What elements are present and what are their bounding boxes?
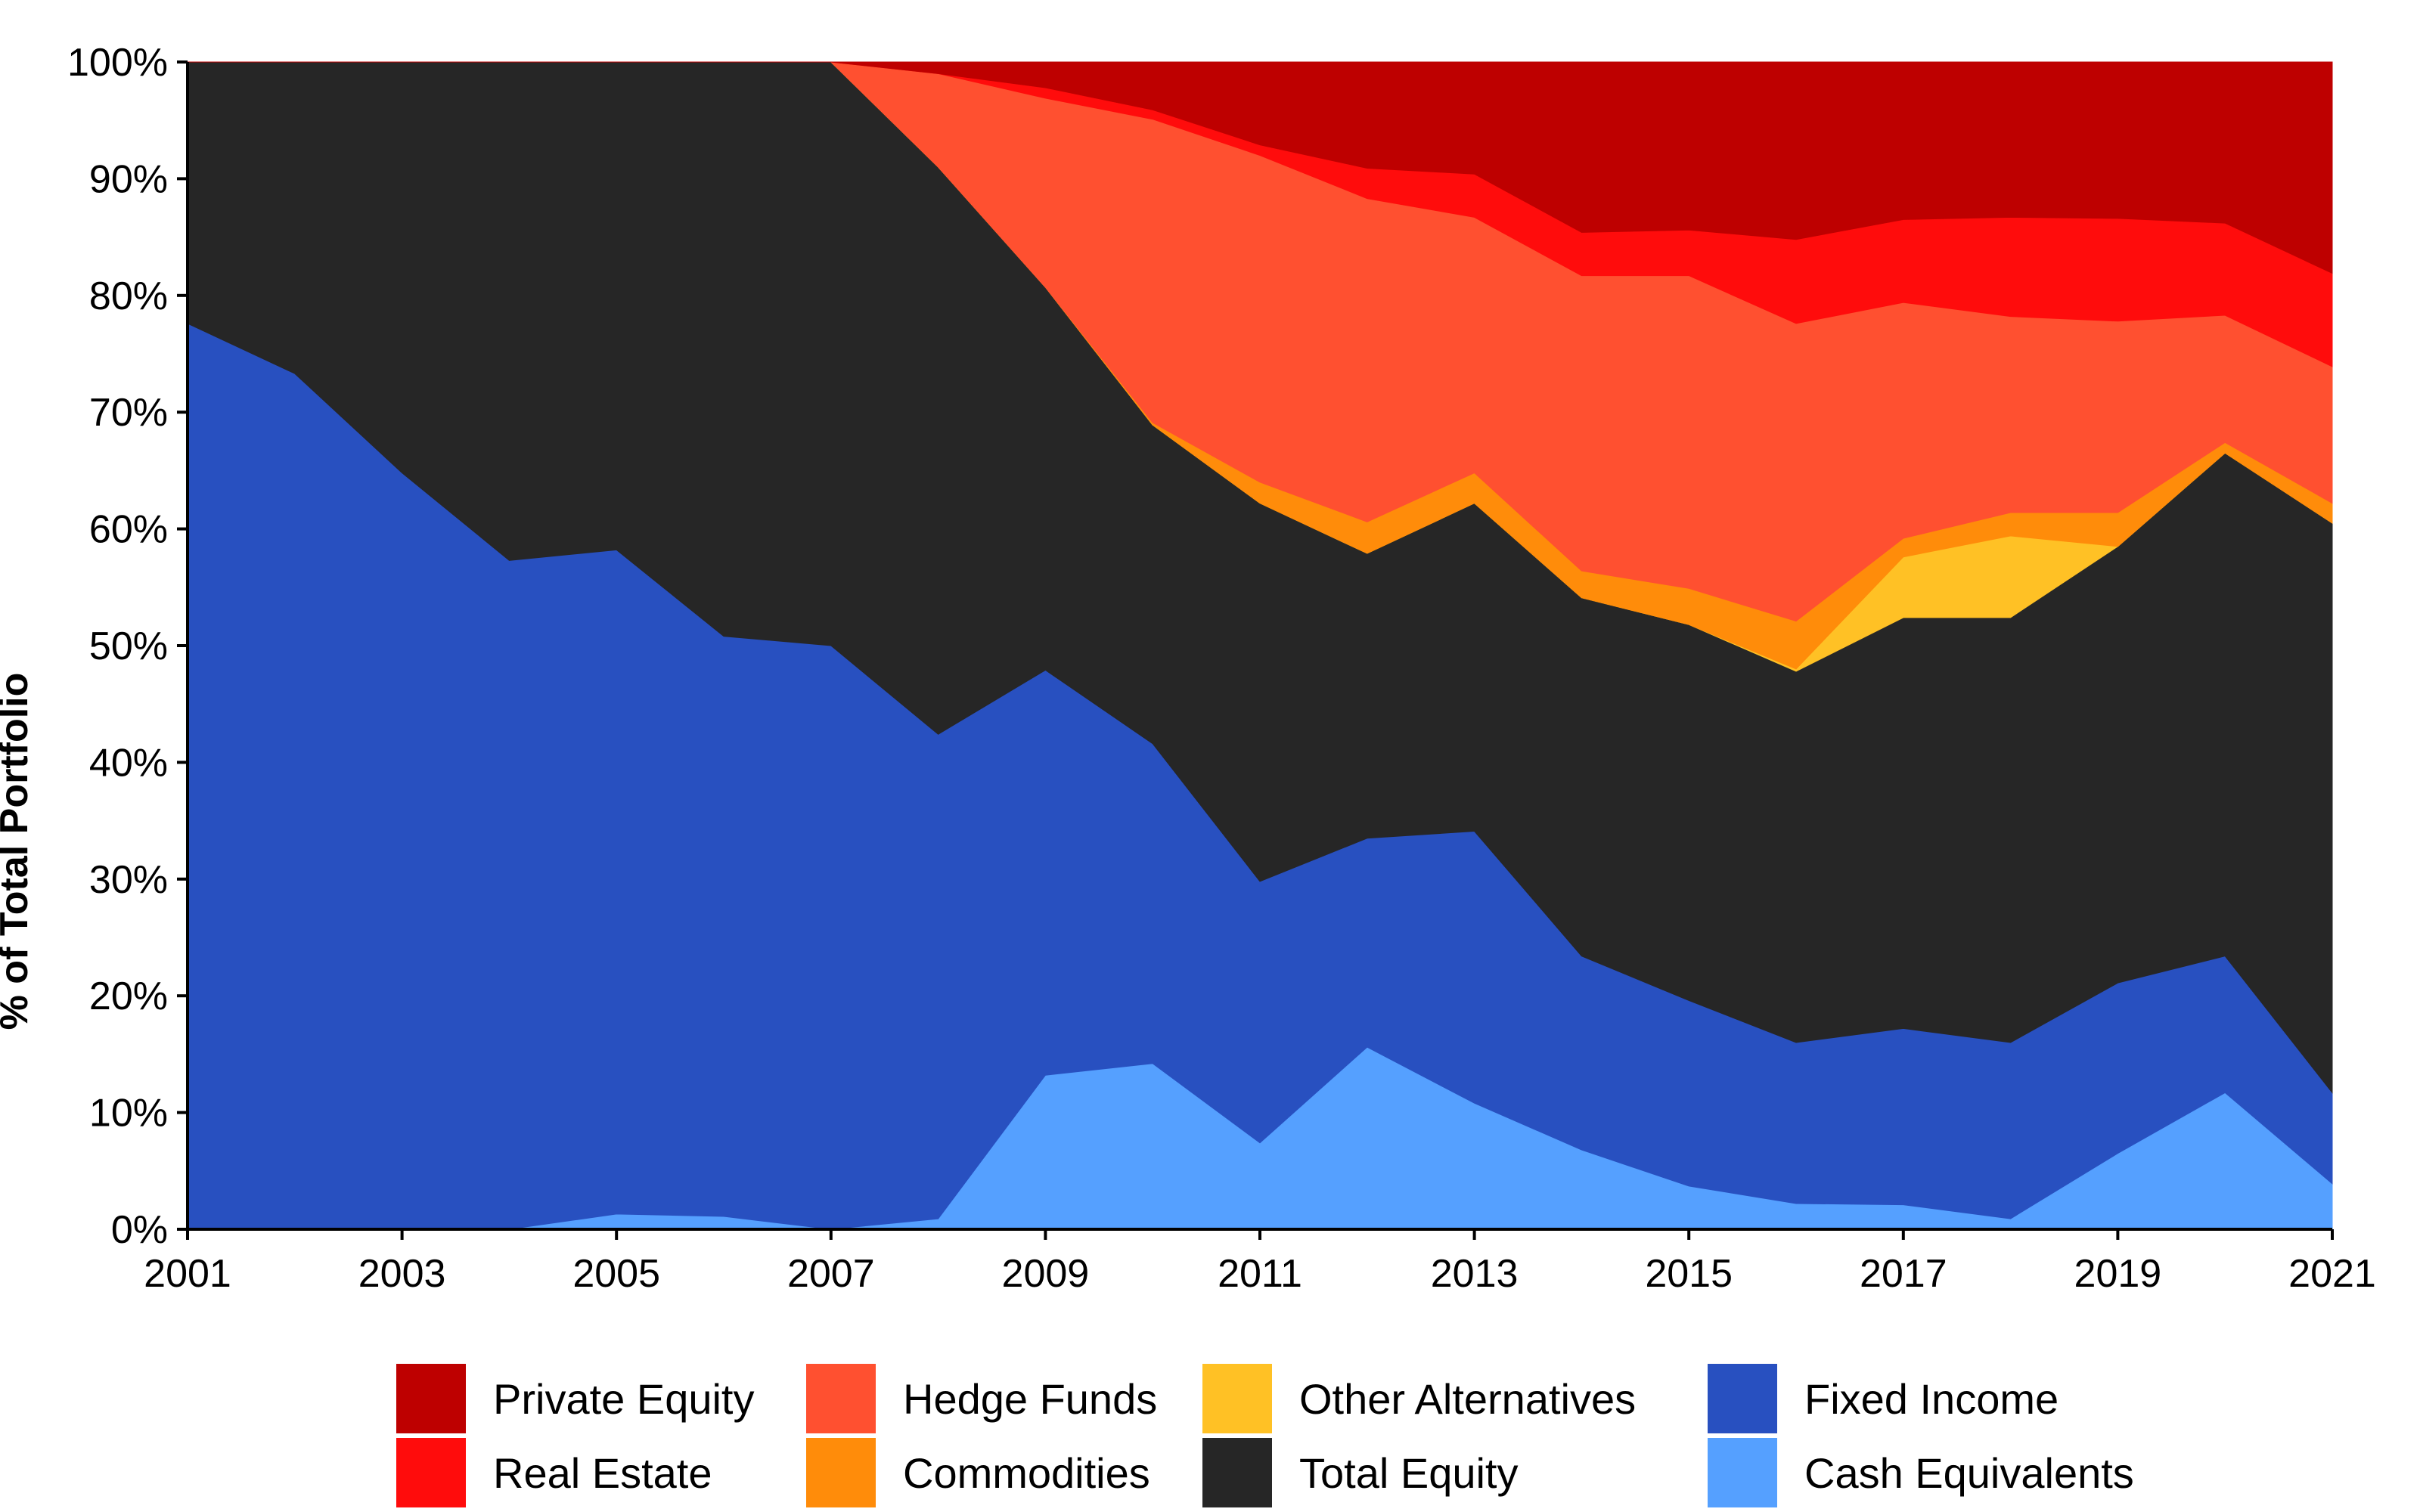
- x-tick-label: 2019: [2074, 1252, 2162, 1296]
- legend-swatch: [806, 1438, 876, 1507]
- x-tick-label: 2009: [1002, 1252, 1090, 1296]
- legend-swatch: [1708, 1364, 1777, 1433]
- y-axis-title: % of Total Portfolio: [0, 673, 36, 1030]
- x-tick-label: 2007: [787, 1252, 875, 1296]
- legend-swatch: [1708, 1438, 1777, 1507]
- x-tick-label: 2005: [572, 1252, 660, 1296]
- axes-group: 0% 10% 20% 30% 40% 50% 60% 70% 80% 90% 100% 2001 200…: [67, 41, 2376, 1296]
- legend-label: Hedge Funds: [903, 1375, 1157, 1423]
- y-tick-label: 80%: [89, 274, 168, 318]
- area-private-equity: [188, 61, 2333, 274]
- x-tick-label: 2017: [1860, 1252, 1947, 1296]
- legend-swatch: [1202, 1364, 1272, 1433]
- y-tick-label: 0%: [111, 1208, 168, 1252]
- x-tick-label: 2021: [2288, 1252, 2376, 1296]
- y-tick-label: 90%: [89, 157, 168, 201]
- y-tick-label: 30%: [89, 858, 168, 902]
- legend-label: Private Equity: [493, 1375, 755, 1423]
- legend-swatch: [396, 1364, 466, 1433]
- legend-swatch: [806, 1364, 876, 1433]
- y-tick-label: 100%: [67, 41, 168, 85]
- legend: Private Equity Hedge Funds Other Alternati…: [396, 1364, 2134, 1507]
- legend-label: Cash Equivalents: [1804, 1449, 2134, 1497]
- x-tick-label: 2013: [1431, 1252, 1519, 1296]
- legend-label: Commodities: [903, 1449, 1150, 1497]
- y-tick-label: 20%: [89, 974, 168, 1018]
- legend-label: Fixed Income: [1804, 1375, 2059, 1423]
- legend-label: Real Estate: [493, 1449, 712, 1497]
- area-series-group: [187, 61, 2333, 1230]
- x-tick-label: 2003: [358, 1252, 446, 1296]
- x-tick-label: 2001: [144, 1252, 231, 1296]
- y-tick-label: 40%: [89, 741, 168, 785]
- y-tick-label: 60%: [89, 508, 168, 552]
- y-tick-label: 50%: [89, 624, 168, 668]
- legend-swatch: [396, 1438, 466, 1507]
- x-tick-label: 2015: [1645, 1252, 1733, 1296]
- y-tick-label: 70%: [89, 391, 168, 435]
- legend-label: Total Equity: [1299, 1449, 1519, 1497]
- x-tick-label: 2011: [1218, 1252, 1302, 1296]
- y-tick-label: 10%: [89, 1092, 168, 1136]
- legend-swatch: [1202, 1438, 1272, 1507]
- legend-label: Other Alternatives: [1299, 1375, 1636, 1423]
